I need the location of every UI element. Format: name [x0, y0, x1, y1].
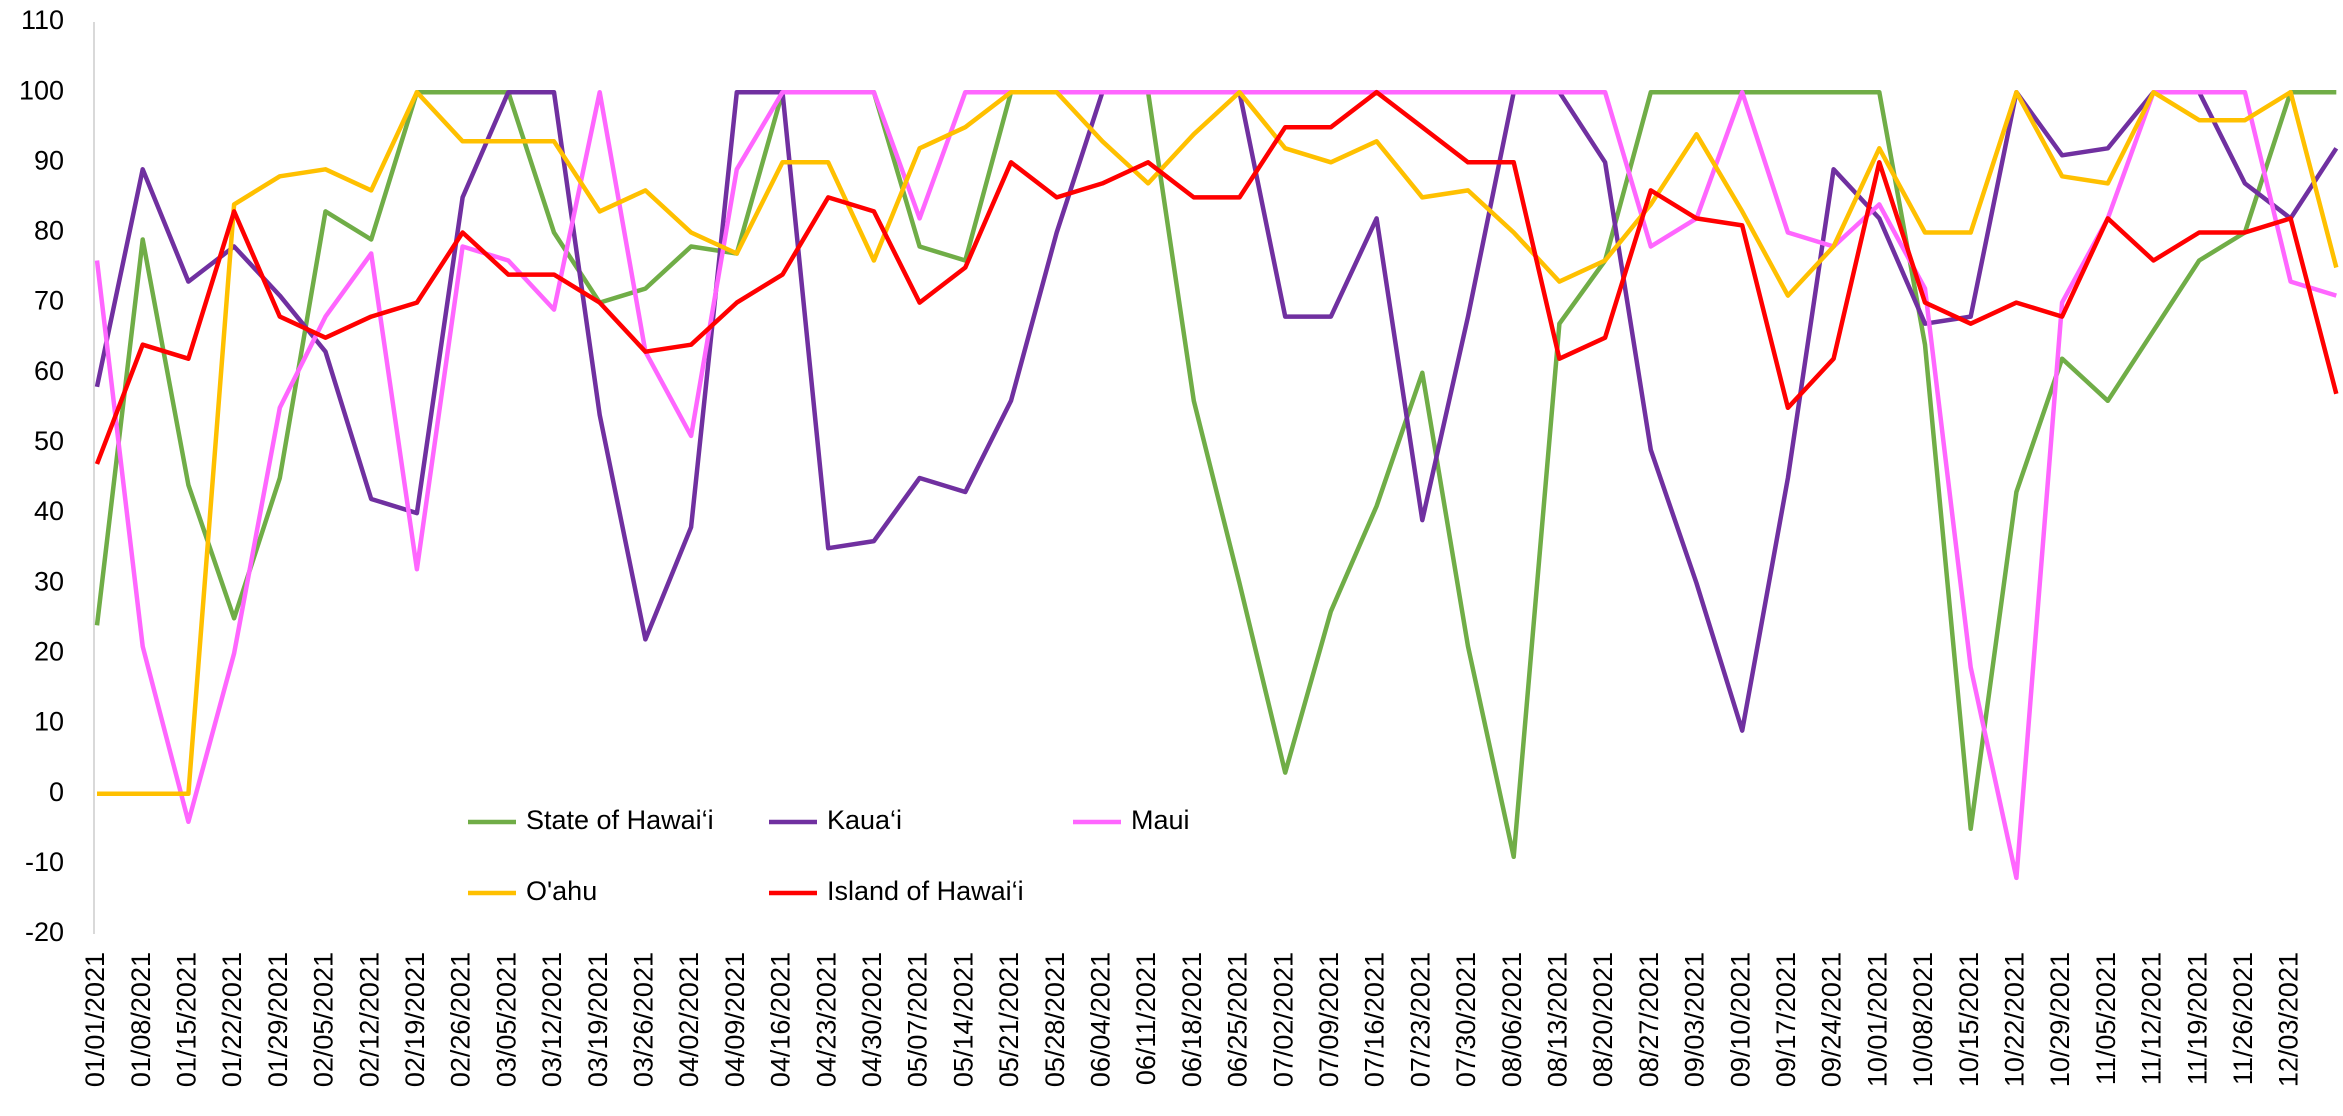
x-tick-label: 07/30/2021 — [1451, 952, 1481, 1087]
x-tick-label: 05/21/2021 — [994, 952, 1024, 1087]
y-tick-label: 30 — [34, 566, 64, 596]
x-tick-label: 08/20/2021 — [1588, 952, 1618, 1087]
x-tick-label: 06/18/2021 — [1177, 952, 1207, 1087]
x-tick-label: 08/27/2021 — [1634, 952, 1664, 1087]
y-tick-label: 80 — [34, 216, 64, 246]
x-tick-label: 08/06/2021 — [1497, 952, 1527, 1087]
y-tick-label: 100 — [19, 75, 64, 105]
x-tick-label: 11/12/2021 — [2137, 952, 2167, 1085]
x-tick-label: 10/15/2021 — [1954, 952, 1984, 1087]
x-tick-label: 07/02/2021 — [1268, 952, 1298, 1087]
x-tick-label: 06/25/2021 — [1223, 952, 1253, 1087]
y-tick-label: 40 — [34, 496, 64, 526]
legend-label: Maui — [1131, 805, 1190, 835]
series-line — [94, 89, 2337, 881]
x-tick-label: 10/22/2021 — [2000, 952, 2030, 1087]
x-tick-label: 05/14/2021 — [948, 952, 978, 1087]
x-tick-label: 06/04/2021 — [1086, 952, 1116, 1087]
legend-label: Kaua‘i — [827, 805, 902, 835]
x-tick-label: 02/26/2021 — [446, 952, 476, 1087]
x-tick-label: 07/09/2021 — [1314, 952, 1344, 1087]
x-tick-label: 02/12/2021 — [354, 952, 384, 1087]
x-tick-label: 04/23/2021 — [811, 952, 841, 1087]
x-tick-label: 10/29/2021 — [2045, 952, 2075, 1087]
y-tick-label: 50 — [34, 426, 64, 456]
x-tick-label: 01/22/2021 — [217, 952, 247, 1087]
y-tick-label: -20 — [25, 917, 64, 947]
y-tick-label: 10 — [34, 707, 64, 737]
y-tick-label: 60 — [34, 356, 64, 386]
x-tick-label: 04/09/2021 — [720, 952, 750, 1087]
series-line — [94, 89, 2339, 465]
y-tick-label: 110 — [21, 5, 64, 35]
y-tick-label: 90 — [34, 145, 64, 175]
x-tick-label: 10/01/2021 — [1862, 952, 1892, 1087]
x-tick-label: 07/23/2021 — [1405, 952, 1435, 1087]
x-tick-label: 01/01/2021 — [80, 952, 110, 1087]
y-tick-label: 0 — [49, 777, 64, 807]
x-tick-label: 02/19/2021 — [400, 952, 430, 1087]
x-tick-label: 01/29/2021 — [263, 952, 293, 1087]
x-tick-label: 09/24/2021 — [1817, 952, 1847, 1087]
x-tick-label: 10/08/2021 — [1908, 952, 1938, 1087]
x-tick-label: 04/16/2021 — [766, 952, 796, 1087]
x-tick-label: 05/28/2021 — [1040, 952, 1070, 1087]
y-tick-label: 70 — [34, 286, 64, 316]
x-tick-label: 01/15/2021 — [172, 952, 202, 1087]
x-tick-label: 07/16/2021 — [1360, 952, 1390, 1087]
x-tick-label: 06/11/2021 — [1131, 952, 1161, 1085]
x-tick-label: 03/12/2021 — [537, 952, 567, 1087]
x-tick-label: 11/05/2021 — [2091, 952, 2121, 1085]
series-line — [94, 89, 2337, 860]
x-tick-label: 01/08/2021 — [126, 952, 156, 1087]
x-tick-label: 02/05/2021 — [309, 952, 339, 1087]
x-tick-label: 04/02/2021 — [674, 952, 704, 1087]
x-tick-label: 04/30/2021 — [857, 952, 887, 1087]
x-tick-label: 11/26/2021 — [2228, 952, 2258, 1085]
x-tick-label: 09/17/2021 — [1771, 952, 1801, 1087]
x-tick-label: 11/19/2021 — [2182, 952, 2212, 1085]
x-tick-label: 03/05/2021 — [491, 952, 521, 1087]
x-tick-label: 08/13/2021 — [1543, 952, 1573, 1087]
y-tick-label: 20 — [34, 637, 64, 667]
x-tick-label: 12/03/2021 — [2274, 952, 2304, 1087]
legend-label: State of Hawai‘i — [526, 805, 714, 835]
x-tick-label: 03/19/2021 — [583, 952, 613, 1087]
y-tick-label: -10 — [25, 847, 64, 877]
x-tick-label: 03/26/2021 — [629, 952, 659, 1087]
legend-label: O'ahu — [526, 876, 597, 906]
x-tick-label: 09/10/2021 — [1725, 952, 1755, 1087]
x-tick-label: 09/03/2021 — [1680, 952, 1710, 1087]
x-tick-label: 05/07/2021 — [903, 952, 933, 1087]
series-line — [94, 89, 2339, 733]
legend-label: Island of Hawai‘i — [827, 876, 1024, 906]
series-line — [97, 89, 2339, 796]
